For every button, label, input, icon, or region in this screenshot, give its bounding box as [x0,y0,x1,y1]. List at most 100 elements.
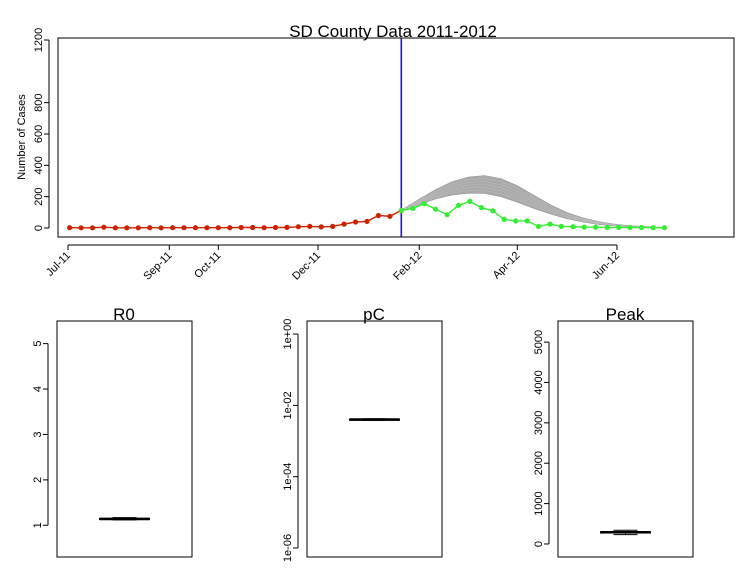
peak-title: Peak [606,305,645,324]
x-tick-label: Sep-11 [141,250,174,283]
x-tick-label: Dec-11 [290,250,323,283]
y-tick-label: 400 [33,156,45,174]
peak-y-tick-label: 5000 [533,330,545,354]
peak-y-tick-label: 3000 [533,411,545,435]
observed-series-point [307,223,313,229]
validation-series-point [570,224,576,230]
observed-series-point [375,212,381,219]
validation-series-point [490,208,496,214]
x-tick-label: Feb-12 [391,250,424,283]
observed-series-point [158,225,164,231]
y-tick-label: 1200 [33,28,45,52]
validation-series-point [638,224,645,231]
peak-y-tick-label: 0 [533,541,545,547]
r0-title: R0 [113,305,135,324]
r0-y-tick-label: 4 [32,386,44,392]
r0-y-tick-label: 2 [32,477,44,483]
validation-series-point [547,221,553,227]
y-tick-label: 600 [33,125,45,143]
observed-series-point [147,225,153,231]
series-layer [67,38,668,237]
validation-series-point [524,218,530,224]
forecast-band [400,175,665,229]
x-tick-label: Apr-12 [491,250,523,282]
observed-series-point [101,224,107,230]
observed-series-point [250,224,256,231]
peak-boxplot: Peak 0 1000 2000 3000 4000 5000 [533,305,694,558]
validation-series-point [478,205,484,211]
x-tick-label: Oct-11 [192,250,223,281]
pc-y-tick-label: 1e+00 [282,319,294,350]
validation-series-point [421,201,427,207]
observed-series-point [295,224,301,230]
observed-series-point [353,219,359,225]
observed-series-point [204,225,210,231]
x-tick-label: Jun-12 [590,250,622,282]
validation-series-point [604,224,610,231]
pc-y-tick-label: 1e-06 [282,534,294,562]
observed-series-point [284,224,290,230]
validation-series-point [558,223,565,229]
peak-y-tick-label: 2000 [533,451,545,475]
x-tick-label: Jul-11 [44,250,73,279]
observed-series-point [112,225,118,231]
validation-series-point [433,206,439,212]
validation-series-point [455,202,462,208]
observed-series-point [227,225,233,231]
observed-series-point [135,225,141,231]
observed-series-point [330,223,336,229]
pc-boxplot: pC 1e-06 1e-04 1e-02 1e+00 [282,305,443,562]
validation-series-point [410,205,416,211]
observed-series-point [78,225,84,231]
chart-title: SD County Data 2011-2012 [289,22,497,41]
axes: 0 200 400 600 800 1200 Jul-11 Sep-11 Oct-11 Dec-1… [33,28,622,283]
observed-series-point [192,225,198,231]
validation-series-point [513,218,519,224]
validation-series-point [398,207,404,214]
r0-boxplot: R0 1 2 3 4 5 [32,305,193,558]
peak-plot-frame [557,320,694,558]
peak-y-tick-label: 4000 [533,370,545,394]
observed-series-point [215,225,221,231]
pc-y-tick-label: 1e-04 [282,463,294,491]
observed-series-point [272,224,279,231]
validation-series-point [616,224,622,230]
observed-series-line [69,209,402,229]
observed-series-point [341,221,347,227]
observed-series-point [364,218,370,224]
pc-y-tick-label: 1e-02 [282,391,294,419]
validation-series-point [467,198,473,204]
validation-series-point [627,224,633,231]
observed-series-point [181,225,187,231]
y-tick-label: 0 [33,225,45,231]
observed-series-point [170,225,176,231]
y-tick-label: 200 [33,188,45,206]
validation-series-point [581,224,587,230]
plot-frame [57,37,735,238]
forecast-trajectory-line [401,178,665,228]
observed-series-point [124,225,130,231]
peak-y-tick-label: 1000 [533,491,545,515]
validation-series-point [501,216,507,222]
validation-series-point [593,224,599,230]
r0-y-tick-label: 3 [32,431,44,437]
observed-series-point [238,224,244,231]
r0-y-tick-label: 5 [32,341,44,347]
validation-series-point [650,225,656,231]
pc-title: pC [363,305,385,324]
validation-series-point [535,223,542,229]
y-tick-label: 800 [33,94,45,112]
observed-series-point [67,225,73,231]
r0-plot-frame [56,320,193,558]
observed-series-point [261,225,267,231]
y-axis-label: Number of Cases [16,94,28,180]
validation-series-point [661,225,668,231]
observed-series-point [318,224,324,230]
time-series-chart: SD County Data 2011-2012 Number of Cases… [16,22,735,283]
validation-series-point [444,212,450,218]
observed-series-point [89,225,96,231]
pc-plot-frame [306,320,443,558]
observed-series-point [387,213,393,219]
r0-y-tick-label: 1 [32,522,44,528]
